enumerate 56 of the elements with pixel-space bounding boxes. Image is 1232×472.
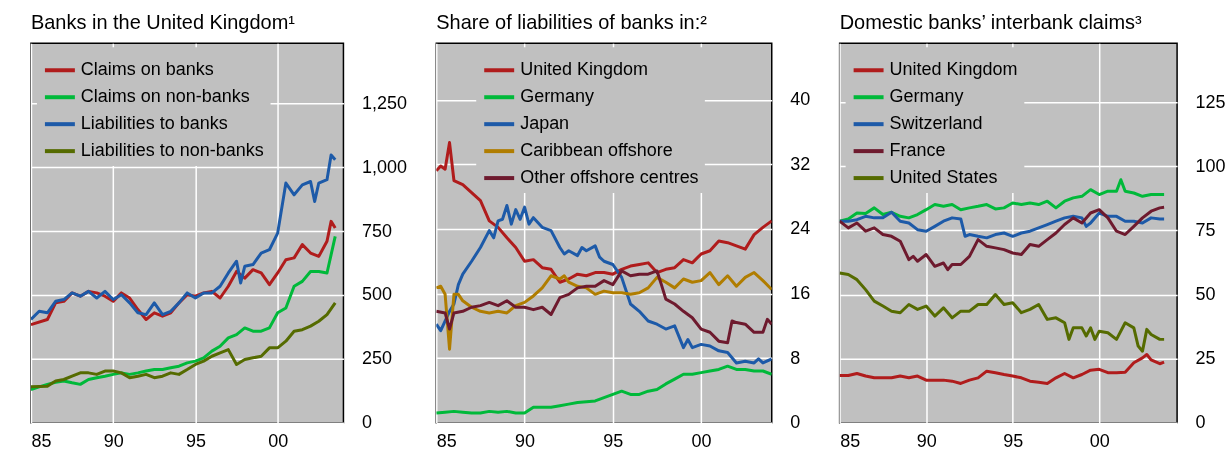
line-series	[436, 364, 772, 415]
y-tick-label: 32	[790, 153, 811, 174]
legend-label: Liabilities to non-banks	[80, 140, 264, 161]
legend-label: Claims on banks	[80, 59, 214, 80]
y-tick-label: 8	[790, 347, 801, 368]
line-series	[839, 205, 1166, 272]
y-tick-label: 16	[790, 283, 811, 304]
y-tick-label: 40	[790, 89, 811, 110]
y-tick-label: 500	[361, 284, 392, 305]
line-series	[436, 204, 772, 365]
y-tick-label: 0	[1195, 412, 1206, 433]
y-tick-label: 0	[790, 412, 801, 433]
y-tick-label: 1,000	[361, 156, 407, 177]
legend-label: Germany	[520, 86, 595, 107]
chart-title: Banks in the United Kingdom¹	[30, 11, 296, 34]
x-tick-label: 85	[840, 431, 861, 452]
line-series	[839, 271, 1166, 353]
legend-label: Germany	[889, 86, 964, 107]
x-tick-label: 00	[1089, 431, 1110, 452]
y-tick-label: 75	[1195, 219, 1216, 240]
legend-label: United Kingdom	[520, 59, 649, 80]
x-tick-label: 85	[436, 431, 457, 452]
line-series	[839, 210, 1166, 240]
x-tick-label: 95	[603, 431, 624, 452]
y-tick-label: 100	[1195, 155, 1226, 176]
chart-title: Share of liabilities of banks in:²	[436, 11, 708, 34]
y-tick-label: 50	[1195, 284, 1216, 304]
legend-label: United States	[889, 167, 998, 188]
line-series	[839, 353, 1166, 385]
x-tick-label: 00	[691, 431, 712, 452]
y-tick-label: 24	[790, 218, 811, 239]
x-tick-label: 90	[515, 431, 536, 452]
legend-label: Switzerland	[889, 113, 983, 134]
y-tick-label: 0	[361, 412, 372, 433]
legend-label: Other offshore centres	[520, 167, 699, 188]
line-series	[30, 234, 337, 391]
y-tick-label: 25	[1195, 348, 1216, 369]
x-tick-label: 00	[268, 431, 289, 452]
chart-title: Domestic banks’ interbank claims³	[839, 11, 1142, 34]
x-tick-label: 95	[1003, 431, 1024, 452]
legend-label: United Kingdom	[889, 59, 1018, 80]
line-series	[436, 141, 772, 284]
legend-label: Japan	[520, 113, 570, 134]
legend-label: France	[889, 140, 946, 161]
y-tick-label: 1,250	[361, 92, 407, 113]
legend-label: Claims on non-banks	[80, 86, 250, 107]
line-series	[30, 301, 337, 389]
x-tick-label: 85	[31, 431, 52, 452]
x-tick-label: 95	[185, 431, 206, 452]
legend-label: Caribbean offshore	[520, 140, 673, 161]
y-tick-label: 125	[1195, 91, 1226, 112]
x-tick-label: 90	[916, 431, 937, 452]
y-tick-label: 250	[361, 348, 392, 369]
legend-label: Liabilities to banks	[80, 113, 228, 134]
x-tick-label: 90	[103, 431, 124, 452]
y-tick-label: 750	[361, 220, 392, 241]
